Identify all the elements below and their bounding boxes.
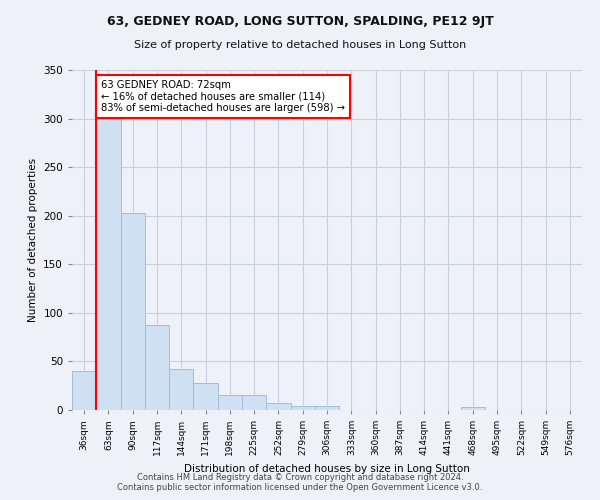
Bar [96, 118, 121, 410]
Bar [315, 406, 339, 410]
Y-axis label: Number of detached properties: Number of detached properties [28, 158, 38, 322]
Bar [121, 213, 145, 410]
Text: Size of property relative to detached houses in Long Sutton: Size of property relative to detached ho… [134, 40, 466, 50]
Text: 63, GEDNEY ROAD, LONG SUTTON, SPALDING, PE12 9JT: 63, GEDNEY ROAD, LONG SUTTON, SPALDING, … [107, 15, 493, 28]
Bar [72, 371, 96, 410]
X-axis label: Distribution of detached houses by size in Long Sutton: Distribution of detached houses by size … [184, 464, 470, 473]
Text: 63 GEDNEY ROAD: 72sqm
← 16% of detached houses are smaller (114)
83% of semi-det: 63 GEDNEY ROAD: 72sqm ← 16% of detached … [101, 80, 345, 113]
Bar [461, 407, 485, 410]
Bar [290, 406, 315, 410]
Text: Contains HM Land Registry data © Crown copyright and database right 2024.
Contai: Contains HM Land Registry data © Crown c… [118, 473, 482, 492]
Bar [145, 324, 169, 410]
Bar [266, 403, 290, 410]
Bar [242, 396, 266, 410]
Bar [193, 383, 218, 410]
Bar [218, 396, 242, 410]
Bar [169, 369, 193, 410]
